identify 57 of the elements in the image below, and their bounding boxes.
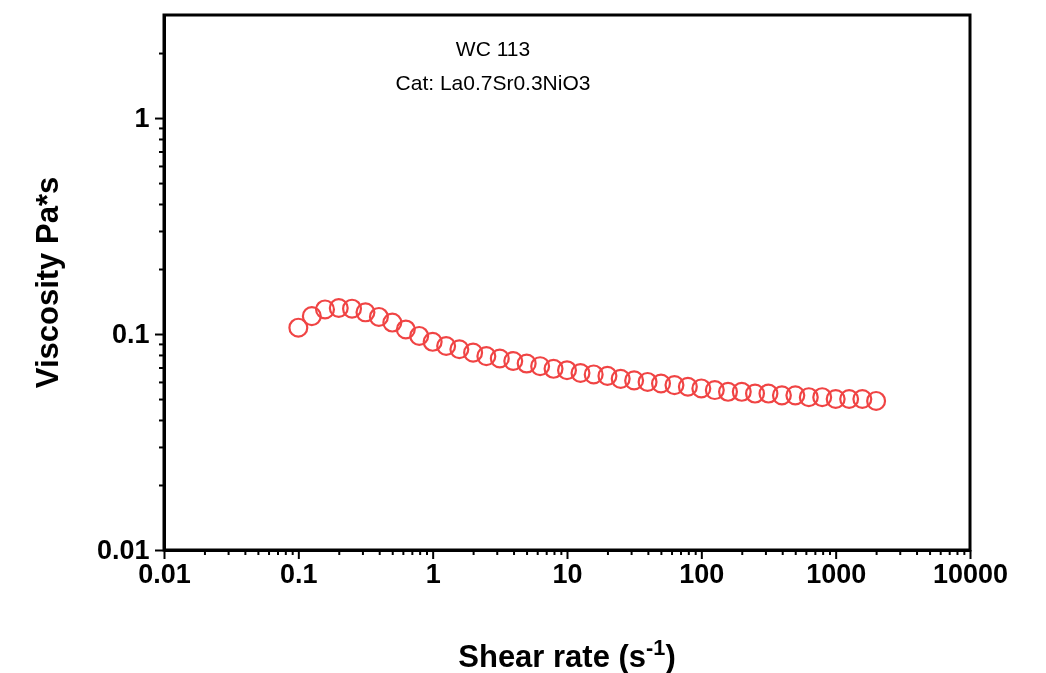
point [839, 389, 860, 410]
point [825, 389, 846, 410]
point [288, 317, 309, 338]
point [731, 381, 752, 402]
x-tick-label: 100 [679, 559, 725, 590]
y-tick-label: 1 [134, 103, 150, 134]
point [543, 358, 564, 379]
point [503, 351, 524, 372]
x-tick-label: 1000 [806, 559, 867, 590]
point [315, 299, 336, 320]
point [570, 362, 591, 383]
point [449, 339, 470, 360]
point [436, 336, 457, 357]
point [395, 319, 416, 340]
point [664, 375, 685, 396]
point [530, 356, 551, 377]
x-axis-title: Shear rate (s$^{-1}$) [458, 634, 676, 673]
point [745, 383, 766, 404]
point [382, 312, 403, 333]
point [368, 306, 389, 327]
point [489, 348, 510, 369]
point [463, 342, 484, 363]
x-tick-label: 1 [425, 559, 441, 590]
point [798, 387, 819, 408]
text: Cat: La0.7Sr0.3NiO3 [395, 71, 591, 94]
point [476, 346, 497, 367]
point [718, 381, 739, 402]
x-tick-label: 0.01 [138, 559, 191, 590]
y-tick-label: 0.1 [112, 319, 150, 350]
point [785, 385, 806, 406]
point [583, 364, 604, 385]
point [516, 353, 537, 374]
point [301, 306, 322, 327]
point [866, 390, 887, 411]
point [771, 385, 792, 406]
point [597, 365, 618, 386]
point [677, 376, 698, 397]
point [409, 325, 430, 346]
point [624, 370, 645, 391]
point [637, 371, 658, 392]
point [812, 387, 833, 408]
point [355, 302, 376, 323]
y-axis-title: Viscosity Pa*s [30, 176, 65, 389]
point [422, 331, 443, 352]
point [758, 383, 779, 404]
x-tick-label: 10000 [932, 559, 1009, 590]
point [610, 368, 631, 389]
point [704, 380, 725, 401]
point [650, 373, 672, 394]
point [556, 360, 578, 381]
point [852, 389, 873, 410]
point [342, 298, 363, 319]
point [328, 297, 349, 318]
x-tick-label: 10 [552, 559, 583, 590]
x-tick-label: 0.1 [280, 559, 318, 590]
point [691, 378, 712, 399]
text: WC 113 [455, 37, 531, 60]
